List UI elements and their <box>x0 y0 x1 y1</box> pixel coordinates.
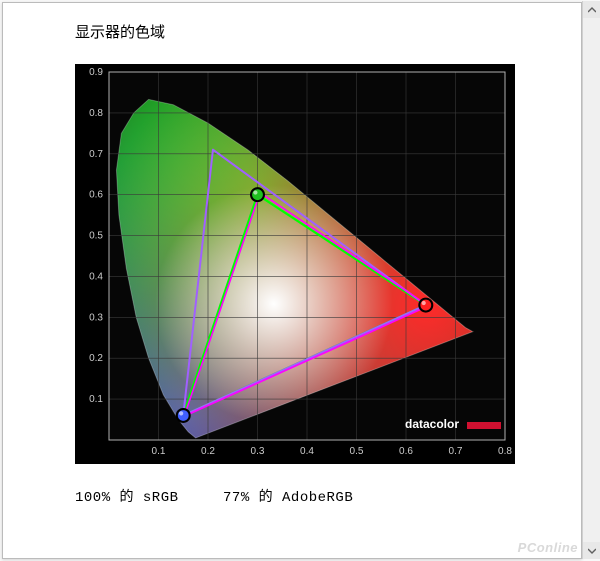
svg-text:0.5: 0.5 <box>350 446 364 457</box>
page-viewport: 显示器的色域 0.1 0.2 0.3 0.4 0.5 0.6 0.7 0.8 0.1 0.2 0.3… <box>2 2 582 559</box>
vertical-scrollbar[interactable] <box>582 1 600 559</box>
content-area: 显示器的色域 0.1 0.2 0.3 0.4 0.5 0.6 0.7 0.8 0.1 0.2 0.3… <box>3 3 581 506</box>
gamut-chart-svg: 0.1 0.2 0.3 0.4 0.5 0.6 0.7 0.8 0.1 0.2 0.3 0.4 0.5 0… <box>75 64 515 464</box>
gamut-chart: 0.1 0.2 0.3 0.4 0.5 0.6 0.7 0.8 0.1 0.2 0.3 0.4 0.5 0… <box>75 64 515 464</box>
svg-text:0.2: 0.2 <box>201 446 215 457</box>
svg-text:0.4: 0.4 <box>89 271 103 282</box>
scroll-down-button[interactable] <box>583 542 600 559</box>
svg-text:0.9: 0.9 <box>89 67 103 78</box>
svg-text:0.3: 0.3 <box>251 446 265 457</box>
svg-text:0.6: 0.6 <box>399 446 413 457</box>
page-title: 显示器的色域 <box>75 21 581 42</box>
chevron-up-icon <box>588 7 596 13</box>
svg-text:0.8: 0.8 <box>498 446 512 457</box>
chevron-down-icon <box>588 548 596 554</box>
svg-text:0.2: 0.2 <box>89 353 103 364</box>
svg-text:0.3: 0.3 <box>89 312 103 323</box>
scroll-up-button[interactable] <box>583 1 600 18</box>
svg-text:0.5: 0.5 <box>89 231 103 242</box>
svg-text:0.1: 0.1 <box>89 394 103 405</box>
svg-text:0.4: 0.4 <box>300 446 314 457</box>
caption-text: 100% 的 sRGB 77% 的 AdobeRGB <box>75 486 581 506</box>
svg-text:0.8: 0.8 <box>89 108 103 119</box>
svg-text:0.1: 0.1 <box>152 446 166 457</box>
svg-text:0.7: 0.7 <box>89 149 103 160</box>
svg-text:0.7: 0.7 <box>449 446 463 457</box>
svg-text:0.6: 0.6 <box>89 190 103 201</box>
svg-text:datacolor: datacolor <box>405 417 459 431</box>
